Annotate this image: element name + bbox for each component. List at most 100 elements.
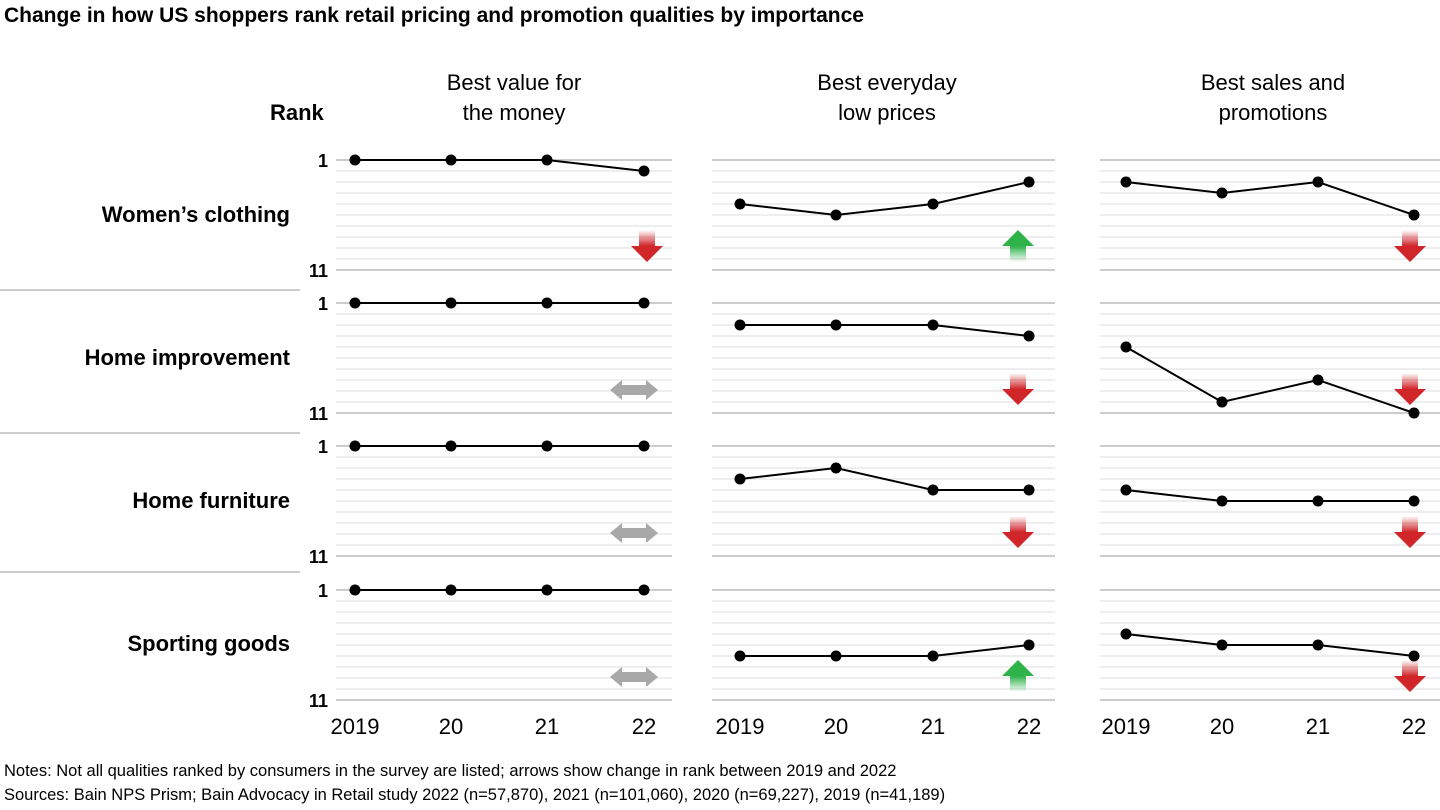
data-point	[638, 584, 650, 596]
data-point	[445, 584, 457, 596]
data-point	[1312, 176, 1324, 188]
series-line	[739, 466, 1029, 491]
data-point	[734, 650, 746, 662]
y-tick-label: 11	[309, 404, 328, 424]
x-tick-label: 20	[439, 714, 463, 739]
arrow-down-icon	[1002, 532, 1034, 548]
data-point	[1120, 176, 1132, 188]
data-point	[734, 319, 746, 331]
arrow-up-icon	[1002, 660, 1034, 676]
data-point	[638, 297, 650, 309]
data-point	[1408, 495, 1420, 507]
column-header-line: promotions	[1218, 100, 1328, 125]
data-point	[830, 462, 842, 474]
data-point	[541, 154, 553, 166]
data-point	[349, 440, 361, 452]
data-point	[1023, 484, 1035, 496]
x-tick-label: 2019	[1102, 714, 1151, 739]
arrow-down-icon	[639, 230, 655, 246]
row-label: Women’s clothing	[101, 202, 290, 227]
y-tick-label: 1	[318, 294, 328, 314]
data-point	[830, 650, 842, 662]
arrow-down-icon	[1002, 389, 1034, 405]
column-header: Best sales and promotions	[1103, 68, 1440, 128]
column-header-line: the money	[462, 100, 566, 125]
data-point	[541, 297, 553, 309]
arrow-both-icon	[610, 667, 658, 687]
y-tick-label: 11	[309, 261, 328, 281]
y-axis-label: Rank	[270, 100, 324, 125]
series-line	[1125, 180, 1415, 216]
column-header: Best value for the money	[344, 68, 684, 128]
data-point	[541, 440, 553, 452]
data-point	[734, 473, 746, 485]
data-point	[1312, 374, 1324, 386]
arrow-down-icon	[1402, 230, 1418, 246]
chart-title: Change in how US shoppers rank retail pr…	[4, 4, 864, 27]
data-point	[349, 584, 361, 596]
data-point	[927, 650, 939, 662]
series-line	[1125, 633, 1415, 657]
x-tick-label: 22	[632, 714, 656, 739]
data-point	[445, 297, 457, 309]
x-tick-label: 21	[1306, 714, 1330, 739]
data-point	[927, 198, 939, 210]
column-header-line: Best everyday	[817, 70, 957, 95]
series-line	[740, 324, 1030, 337]
sources: Sources: Bain NPS Prism; Bain Advocacy i…	[4, 786, 946, 804]
x-tick-label: 22	[1017, 714, 1041, 739]
data-point	[638, 440, 650, 452]
data-point	[734, 198, 746, 210]
arrow-down-icon	[1394, 532, 1426, 548]
series-line	[1125, 346, 1415, 414]
data-point	[1023, 176, 1035, 188]
x-tick-label: 21	[921, 714, 945, 739]
data-point	[927, 484, 939, 496]
arrow-both-icon	[610, 523, 658, 543]
arrow-down-icon	[1394, 246, 1426, 262]
data-point	[927, 319, 939, 331]
arrow-up-icon	[1010, 246, 1026, 262]
data-point	[1216, 495, 1228, 507]
arrow-down-icon	[1394, 389, 1426, 405]
arrow-up-icon	[1010, 676, 1026, 692]
y-tick-label: 11	[309, 547, 328, 567]
data-point	[1120, 341, 1132, 353]
data-point	[1408, 650, 1420, 662]
column-header-line: low prices	[838, 100, 936, 125]
arrow-down-icon	[1402, 516, 1418, 532]
series-line	[740, 644, 1030, 657]
series-line	[355, 159, 645, 172]
data-point	[541, 584, 553, 596]
arrow-both-icon	[610, 380, 658, 400]
notes: Notes: Not all qualities ranked by consu…	[4, 762, 897, 780]
data-point	[1120, 628, 1132, 640]
x-tick-label: 21	[535, 714, 559, 739]
data-point	[830, 319, 842, 331]
data-point	[1312, 495, 1324, 507]
data-point	[349, 154, 361, 166]
data-point	[1408, 209, 1420, 221]
data-point	[1408, 407, 1420, 419]
column-header-line: Best value for	[446, 70, 582, 95]
x-tick-label: 2019	[331, 714, 380, 739]
data-point	[349, 297, 361, 309]
data-point	[1023, 330, 1035, 342]
data-point	[638, 165, 650, 177]
row-label: Sporting goods	[127, 631, 290, 656]
x-tick-label: 20	[824, 714, 848, 739]
x-tick-label: 22	[1402, 714, 1426, 739]
arrow-up-icon	[1002, 230, 1034, 246]
row-label: Home furniture	[132, 488, 290, 513]
row-label: Home improvement	[84, 345, 290, 370]
data-point	[1216, 187, 1228, 199]
data-point	[445, 154, 457, 166]
arrow-down-icon	[1010, 373, 1026, 389]
y-tick-label: 1	[318, 581, 328, 601]
series-line	[739, 181, 1030, 217]
data-point	[1120, 484, 1132, 496]
arrow-down-icon	[1394, 676, 1426, 692]
y-tick-label: 1	[318, 151, 328, 171]
